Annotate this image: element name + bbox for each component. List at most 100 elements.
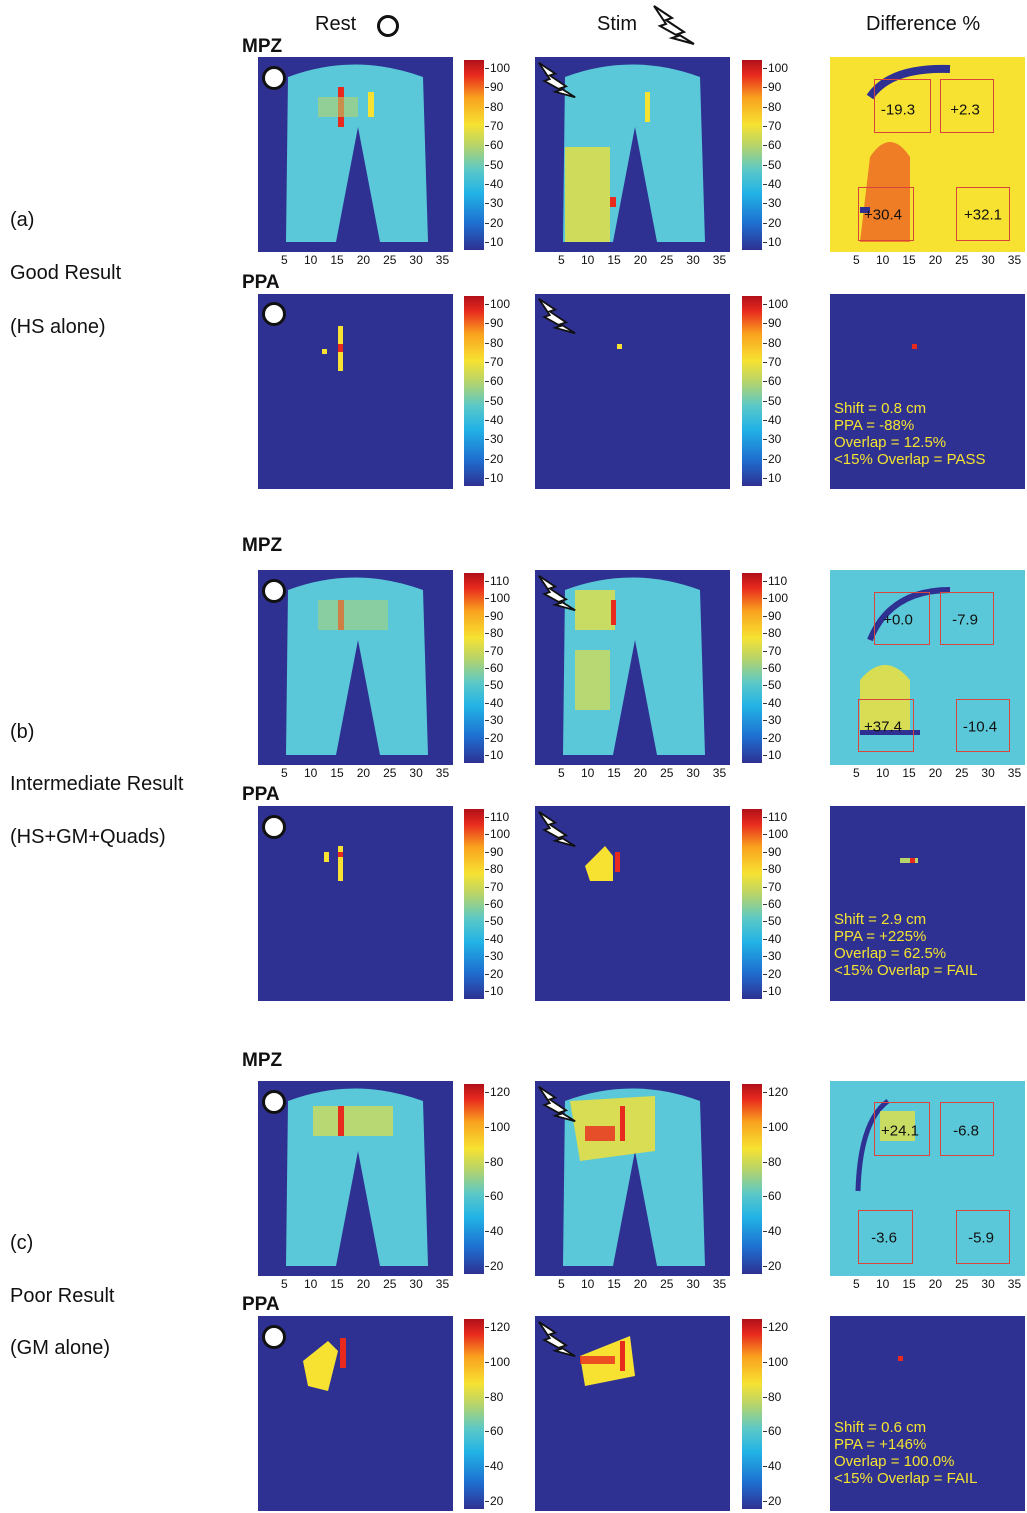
heatmap-stim-mpz-b: [535, 570, 730, 765]
x-tick-label: 15: [902, 1277, 916, 1291]
colorbar-tick-label: 100: [484, 1354, 511, 1369]
region-box-c-2: [940, 1102, 994, 1156]
x-tick-label: 35: [1007, 1277, 1022, 1291]
colorbar-tick-label: 50: [484, 157, 504, 172]
colorbar-tick-label: 30: [762, 196, 782, 211]
row-b-label: (b): [10, 721, 35, 743]
row-a-label: (a): [10, 209, 35, 231]
colorbar-tick-label: 40: [484, 413, 504, 427]
x-tick-label: 35: [435, 1277, 450, 1291]
section-ppa-a: PPA: [242, 272, 280, 293]
stats-a: Shift = 0.8 cm PPA = -88% Overlap = 12.5…: [834, 400, 985, 468]
colorbar-tick-label: 20: [762, 730, 782, 745]
colorbar-tick-label: 100: [762, 297, 789, 311]
colorbar-tick-label: 90: [762, 608, 782, 623]
x-tick-label: 35: [1007, 766, 1022, 780]
x-tick-label: 10: [304, 253, 318, 267]
x-tick-label: 5: [853, 253, 860, 267]
colorbar-tick-label: 70: [484, 643, 504, 658]
heatmap-stim-ppa-b: [535, 806, 730, 1001]
colorbar-tick-label: 40: [762, 931, 782, 946]
region-box-b-4: [956, 699, 1010, 752]
section-ppa-b: PPA: [242, 784, 280, 805]
colorbar-tick-label: 100: [484, 1119, 511, 1134]
x-tick-label: 25: [660, 253, 674, 267]
region-value-b-4: -10.4: [962, 718, 998, 736]
colorbar-rest-ppa-a: [464, 296, 484, 486]
x-tick-label: 35: [712, 253, 727, 267]
colorbar-tick-label: 40: [762, 1224, 782, 1239]
colorbar-tick-label: 100: [484, 827, 511, 842]
colorbar-tick-label: 20: [762, 215, 782, 230]
rest-circle-icon: [262, 815, 286, 839]
region-value-a-4: +32.1: [964, 206, 1002, 224]
x-tick-label: 5: [558, 253, 565, 267]
section-mpz-b: MPZ: [242, 535, 283, 556]
colorbar-tick-label: 60: [762, 374, 782, 389]
colorbar-stim-ppa-c: [742, 1319, 762, 1509]
region-value-b-2: -7.9: [952, 611, 978, 629]
x-tick-label: 15: [607, 766, 621, 780]
section-mpz-c: MPZ: [242, 1050, 283, 1071]
row-c-condition: (GM alone): [10, 1337, 111, 1359]
heatmap-rest-ppa-a: [258, 294, 453, 489]
colorbar-tick-label: 60: [762, 661, 782, 675]
x-tick-label: 25: [660, 1277, 674, 1291]
x-tick-label: 15: [902, 253, 916, 267]
x-tick-label: 30: [409, 766, 423, 780]
region-box-b-1: [874, 592, 930, 645]
stats-c-shift: Shift = 0.6 cm: [834, 1419, 927, 1436]
col-title-difference: Difference %: [866, 13, 981, 35]
colorbar-tick-label: 70: [762, 643, 782, 658]
x-tick-label: 5: [281, 1277, 288, 1291]
colorbar-tick-label: 40: [484, 695, 504, 710]
x-tick-label: 15: [902, 766, 916, 780]
heatmap-difference-mpz-b: [830, 570, 1025, 765]
colorbar-tick-label: 100: [762, 61, 789, 75]
stim-lightning-icon: [538, 574, 576, 612]
colorbar-tick-label: 100: [484, 297, 511, 311]
col-title-rest: Rest: [315, 13, 357, 35]
region-value-c-4: -5.9: [968, 1229, 994, 1247]
colorbar-tick-label: 120: [484, 1320, 511, 1334]
x-tick-label: 10: [581, 253, 595, 267]
colorbar-tick-label: 20: [484, 451, 504, 466]
heatmap-stim-ppa-a: [535, 294, 730, 489]
x-tick-label: 30: [686, 766, 700, 780]
region-value-a-2: +2.3: [950, 101, 980, 119]
colorbar-tick-label: 40: [762, 177, 782, 191]
colorbar-tick-label: 90: [484, 80, 504, 95]
colorbar-tick-label: 110: [762, 574, 788, 588]
heatmap-stim-mpz-c: [535, 1081, 730, 1276]
stats-b-overlap: Overlap = 62.5%: [834, 945, 947, 962]
heatmap-rest-ppa-b: [258, 806, 453, 1001]
colorbar-tick-label: 80: [484, 335, 504, 350]
x-tick-label: 25: [383, 253, 397, 267]
row-c-result: Poor Result: [10, 1285, 115, 1307]
stats-a-overlap: Overlap = 12.5%: [834, 434, 947, 451]
colorbar-tick-label: 10: [484, 471, 504, 485]
colorbar-tick-label: 40: [484, 1224, 504, 1239]
colorbar-rest-mpz-b: [464, 573, 484, 763]
region-value-a-1: -19.3: [880, 101, 916, 119]
x-tick-label: 5: [281, 766, 288, 780]
stim-lightning-icon: [538, 1320, 576, 1358]
x-tick-label: 35: [712, 766, 727, 780]
colorbar-tick-label: 20: [484, 1494, 504, 1508]
colorbar-tick-label: 90: [484, 608, 504, 623]
stats-c: Shift = 0.6 cm PPA = +146% Overlap = 100…: [834, 1419, 977, 1487]
rest-circle-icon: [377, 15, 399, 37]
colorbar-tick-label: 110: [762, 810, 788, 824]
colorbar-tick-label: 120: [762, 1085, 789, 1099]
colorbar-tick-label: 80: [484, 1154, 504, 1169]
colorbar-tick-label: 20: [762, 1259, 782, 1273]
colorbar-tick-label: 10: [484, 984, 504, 998]
region-box-c-1: [874, 1102, 930, 1156]
colorbar-tick-label: 20: [484, 1259, 504, 1273]
x-tick-label: 5: [281, 253, 288, 267]
colorbar-rest-mpz-c: [464, 1084, 484, 1274]
colorbar-tick-label: 80: [762, 99, 782, 114]
colorbar-tick-label: 40: [762, 695, 782, 710]
colorbar-tick-label: 80: [762, 1154, 782, 1169]
stim-lightning-icon: [538, 297, 576, 335]
